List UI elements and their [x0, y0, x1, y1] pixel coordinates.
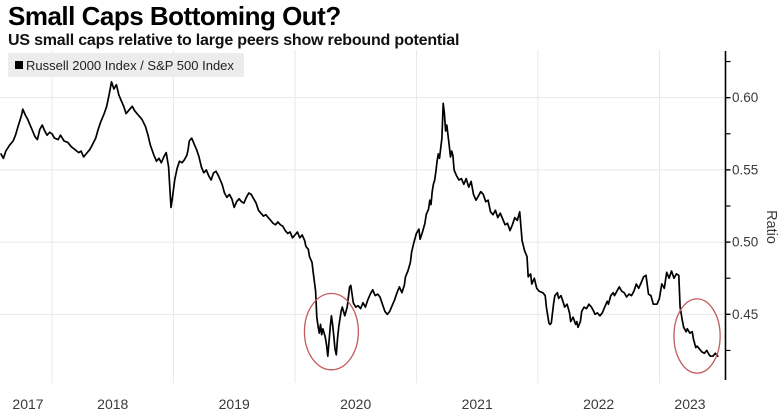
legend-series-label: Russell 2000 Index / S&P 500 Index	[26, 57, 234, 73]
legend: Russell 2000 Index / S&P 500 Index	[8, 53, 244, 77]
x-tick-label: 2018	[97, 396, 128, 412]
y-tick-label: 0.60	[732, 90, 758, 105]
y-tick-label: 0.50	[732, 235, 758, 250]
page-title: Small Caps Bottoming Out?	[8, 1, 341, 31]
annotation-circle-2023-low	[673, 298, 721, 374]
chart-subtitle: US small caps relative to large peers sh…	[8, 31, 460, 49]
x-tick-label: 2021	[462, 396, 493, 412]
chart-header: Small Caps Bottoming Out? US small caps …	[8, 2, 459, 50]
annotation-circle-2020-low	[303, 292, 360, 371]
x-tick-label: 2022	[583, 396, 614, 412]
x-tick-label: 2017	[12, 396, 43, 412]
x-tick-label: 2023	[674, 396, 705, 412]
x-tick-label: 2019	[219, 396, 250, 412]
y-axis-title: Ratio	[763, 210, 779, 244]
x-tick-label: 2020	[340, 396, 371, 412]
series-line	[0, 80, 719, 358]
y-tick-label: 0.45	[732, 307, 758, 322]
legend-swatch-icon	[15, 61, 23, 69]
y-tick-label: 0.55	[732, 162, 758, 177]
